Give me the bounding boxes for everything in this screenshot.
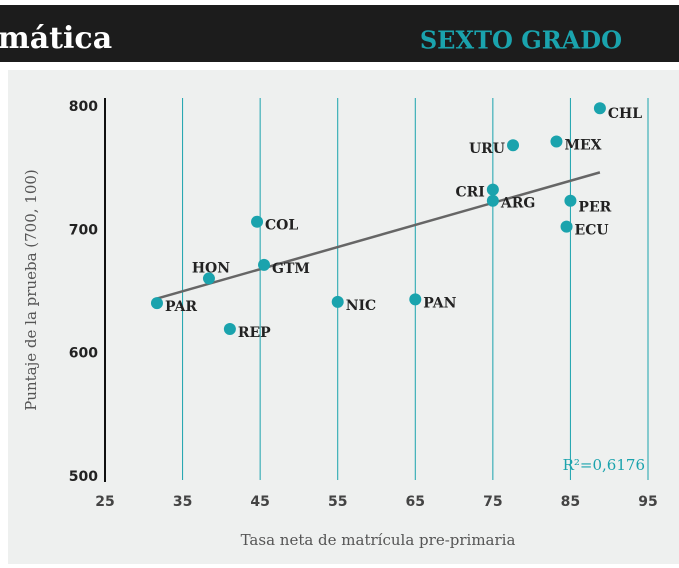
point-label: PER — [578, 200, 611, 216]
x-tick-label: 25 — [95, 494, 114, 510]
point-label: URU — [469, 141, 505, 157]
header-title: mática — [0, 21, 112, 56]
y-tick-label: 800 — [69, 99, 98, 115]
point-label: NIC — [346, 298, 377, 314]
x-tick-label: 75 — [483, 494, 502, 510]
point — [564, 194, 577, 207]
point-label: GTM — [272, 261, 310, 277]
point-label: CRI — [456, 185, 485, 201]
x-tick-label: 85 — [561, 494, 580, 510]
point — [507, 139, 520, 152]
x-tick-label: 55 — [328, 494, 347, 510]
y-axis-label: Puntaje de la prueba (700, 100) — [22, 169, 40, 411]
point — [251, 215, 264, 228]
point — [409, 293, 422, 306]
point-label: MEX — [564, 138, 601, 154]
x-axis-label: Tasa neta de matrícula pre-primaria — [241, 531, 516, 549]
point-label: ARG — [500, 196, 535, 212]
point-label: ECU — [575, 223, 609, 239]
point — [593, 102, 606, 115]
point — [486, 194, 499, 207]
point — [550, 135, 563, 148]
point — [486, 183, 499, 196]
header-grade: SEXTO GRADO — [420, 26, 622, 55]
r-squared: R²=0,6176 — [563, 456, 645, 474]
point — [223, 323, 236, 335]
x-tick-label: 35 — [173, 494, 192, 510]
point-label: REP — [238, 325, 271, 341]
point — [331, 295, 344, 308]
header-bar — [0, 5, 679, 62]
point-label: COL — [265, 218, 298, 234]
point-label: CHL — [608, 106, 642, 122]
trend-line — [156, 171, 601, 300]
panel — [8, 70, 679, 564]
point-label: PAR — [165, 299, 197, 315]
point-label: HON — [192, 260, 230, 276]
point — [258, 258, 271, 271]
x-tick-label: 45 — [250, 494, 269, 510]
point — [202, 272, 215, 285]
y-tick-label: 700 — [69, 222, 98, 238]
y-tick-label: 500 — [69, 469, 98, 485]
point — [560, 220, 573, 233]
point — [150, 297, 163, 310]
x-tick-label: 65 — [406, 494, 425, 510]
y-tick-label: 600 — [69, 346, 98, 362]
x-tick-label: 95 — [638, 494, 657, 510]
point-label: PAN — [423, 295, 456, 311]
